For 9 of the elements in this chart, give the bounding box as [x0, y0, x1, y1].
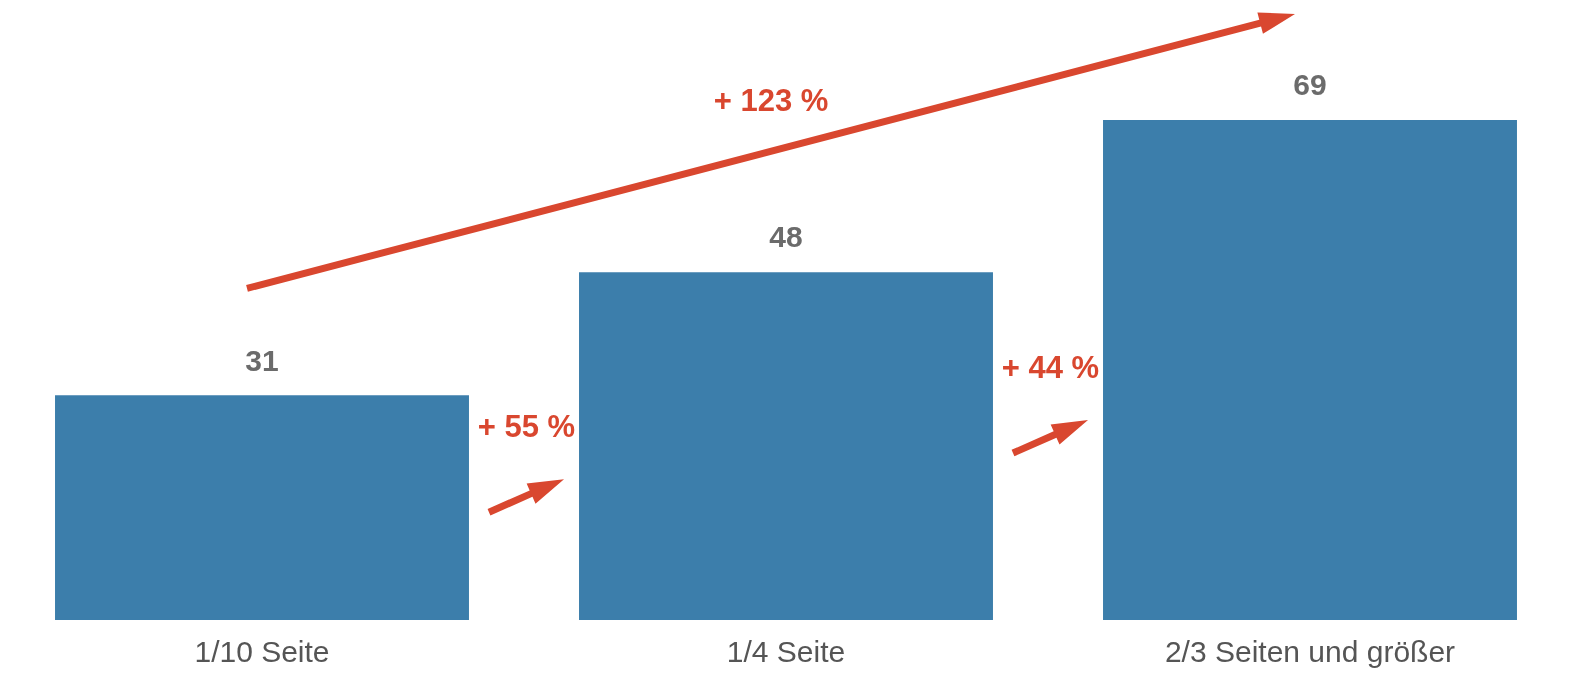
text: + 123 %	[713, 83, 829, 119]
annotation: + 44 %	[1001, 350, 1100, 386]
x-tick-label: 2/3 Seiten und größer	[1164, 635, 1456, 669]
x-tick-label: 1/4 Seite	[726, 635, 846, 669]
annotation: + 55 %	[477, 409, 576, 445]
data-label: 69	[1293, 68, 1327, 102]
x-tick-label: 1/10 Seite	[194, 635, 330, 669]
data-label: 31	[245, 343, 279, 377]
data-label: 48	[769, 220, 803, 254]
